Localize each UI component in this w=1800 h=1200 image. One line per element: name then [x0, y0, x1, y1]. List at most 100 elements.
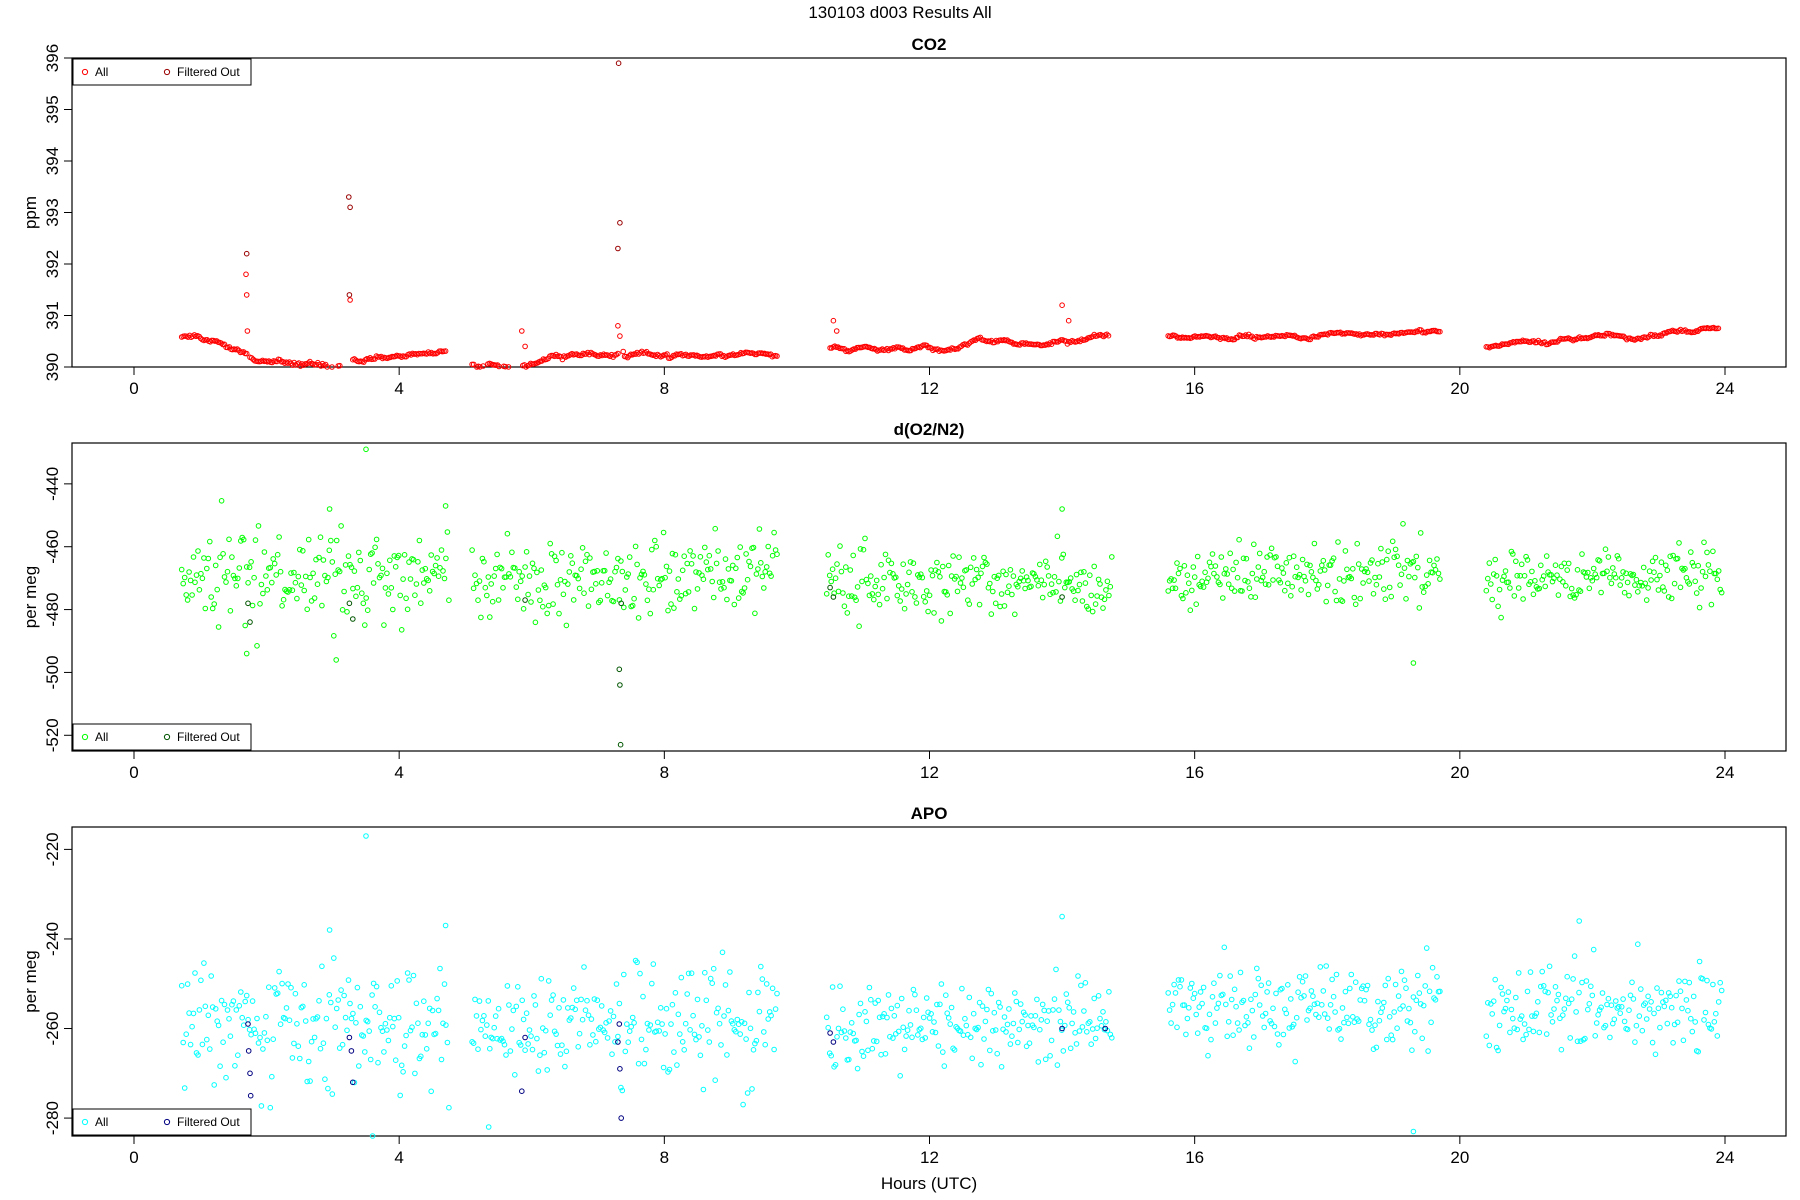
d-o2-n2-point-all [862, 535, 868, 542]
d-o2-n2-point-all [550, 601, 556, 607]
apo-point-all [261, 1030, 268, 1036]
d-o2-n2-point-all [593, 581, 599, 587]
apo-point-all [525, 1041, 531, 1047]
d-o2-n2-point-all [1624, 579, 1631, 586]
d-o2-n2-point-all [1710, 548, 1716, 555]
apo-point-all [487, 1045, 493, 1052]
d-o2-n2-point-all [525, 591, 531, 598]
apo-point-all [1595, 1012, 1601, 1018]
d-o2-n2-y-tick-label: -480 [43, 593, 62, 627]
apo-point-all [1527, 969, 1534, 975]
apo-point-all [442, 922, 449, 929]
apo-point-all [846, 1056, 852, 1063]
d-o2-n2-point-all [1180, 595, 1186, 602]
d-o2-n2-point-all [1095, 576, 1102, 583]
d-o2-n2-point-all [1657, 572, 1663, 579]
d-o2-n2-point-all [975, 574, 981, 581]
d-o2-n2-point-all [1385, 548, 1391, 555]
d-o2-n2-point-all [404, 606, 411, 613]
d-o2-n2-y-tick-label: -500 [43, 655, 62, 689]
d-o2-n2-point-all [705, 566, 711, 573]
apo-point-all [1196, 1004, 1202, 1010]
apo-point-all [578, 996, 584, 1003]
apo-point-all [1054, 1062, 1061, 1068]
apo-point-all [570, 985, 577, 991]
d-o2-n2-point-all [1548, 572, 1554, 578]
apo-point-all [201, 960, 207, 966]
apo-point-all [682, 1020, 689, 1027]
d-o2-n2-point-all [918, 571, 924, 578]
d-o2-n2-point-all [740, 590, 746, 596]
d-o2-n2-point-all [254, 643, 260, 649]
d-o2-n2-point-all [484, 592, 490, 599]
d-o2-n2-point-all [920, 593, 927, 600]
d-o2-n2-point-all [363, 446, 369, 453]
d-o2-n2-point-all [1520, 596, 1526, 602]
apo-point-all [1286, 1025, 1293, 1031]
apo-point-all [979, 1003, 986, 1009]
d-o2-n2-point-all [1258, 577, 1264, 584]
d-o2-n2-point-all [579, 545, 586, 551]
apo-point-all [541, 1049, 548, 1056]
d-o2-n2-point-all [1688, 549, 1694, 555]
apo-point-all [1256, 1002, 1263, 1008]
apo-point-all [510, 1007, 517, 1014]
apo-point-all [529, 1046, 536, 1053]
d-o2-n2-point-all [684, 560, 691, 567]
apo-point-all [404, 970, 411, 976]
apo-point-all [1302, 973, 1309, 979]
apo-point-all [1063, 991, 1070, 997]
apo-point-all [395, 1014, 402, 1021]
d-o2-n2-point-all [1618, 575, 1625, 581]
d-o2-n2-point-all [1384, 556, 1390, 563]
d-o2-n2-point-all [650, 586, 657, 593]
d-o2-n2-point-all [967, 564, 974, 571]
apo-point-all [1586, 1001, 1593, 1007]
apo-point-all [702, 969, 708, 976]
d-o2-n2-point-all [666, 568, 673, 574]
d-o2-n2-point-all [310, 570, 316, 577]
apo-point-all [249, 998, 256, 1004]
apo-point-all [725, 1007, 732, 1014]
apo-point-all [534, 1035, 540, 1042]
apo-point-all [421, 998, 427, 1005]
apo-point-filtered-out [1102, 1025, 1108, 1032]
apo-point-all [875, 997, 882, 1004]
apo-x-tick-label: 8 [660, 1148, 669, 1167]
d-o2-n2-point-filtered-out [346, 600, 353, 607]
d-o2-n2-point-all [438, 547, 445, 553]
apo-point-all [1564, 973, 1570, 980]
d-o2-n2-point-all [1412, 574, 1418, 581]
apo-point-all [531, 993, 537, 999]
d-o2-n2-point-all [1091, 563, 1097, 570]
apo-point-all [1221, 944, 1228, 951]
apo-point-all [613, 981, 620, 987]
apo-point-all [1189, 980, 1195, 987]
d-o2-n2-point-all [350, 585, 356, 592]
d-o2-n2-point-all [479, 555, 486, 562]
apo-point-all [1316, 1014, 1322, 1021]
apo-point-all [774, 990, 780, 997]
apo-point-all [1702, 1009, 1709, 1016]
apo-point-all [891, 1013, 898, 1019]
d-o2-n2-point-all [677, 596, 683, 602]
d-o2-n2-point-all [497, 564, 503, 571]
d-o2-n2-point-all [713, 560, 720, 567]
apo-point-all [1367, 1016, 1374, 1023]
apo-point-all [1692, 1019, 1698, 1025]
d-o2-n2-point-all [498, 565, 505, 572]
apo-point-all [1006, 1006, 1012, 1012]
d-o2-n2-point-all [1109, 554, 1115, 560]
apo-point-all [559, 1042, 565, 1048]
co2-point-all [885, 347, 892, 354]
d-o2-n2-point-all [1259, 574, 1266, 581]
d-o2-n2-point-all [522, 564, 528, 570]
d-o2-n2-point-all [1169, 585, 1176, 592]
co2-point-all [1242, 332, 1249, 338]
d-o2-n2-point-all [638, 571, 645, 578]
d-o2-n2-point-all [1511, 593, 1518, 599]
apo-point-all [1549, 1019, 1556, 1025]
d-o2-n2-point-all [1165, 588, 1171, 594]
d-o2-n2-point-all [694, 586, 701, 592]
d-o2-n2-point-all [364, 607, 371, 614]
